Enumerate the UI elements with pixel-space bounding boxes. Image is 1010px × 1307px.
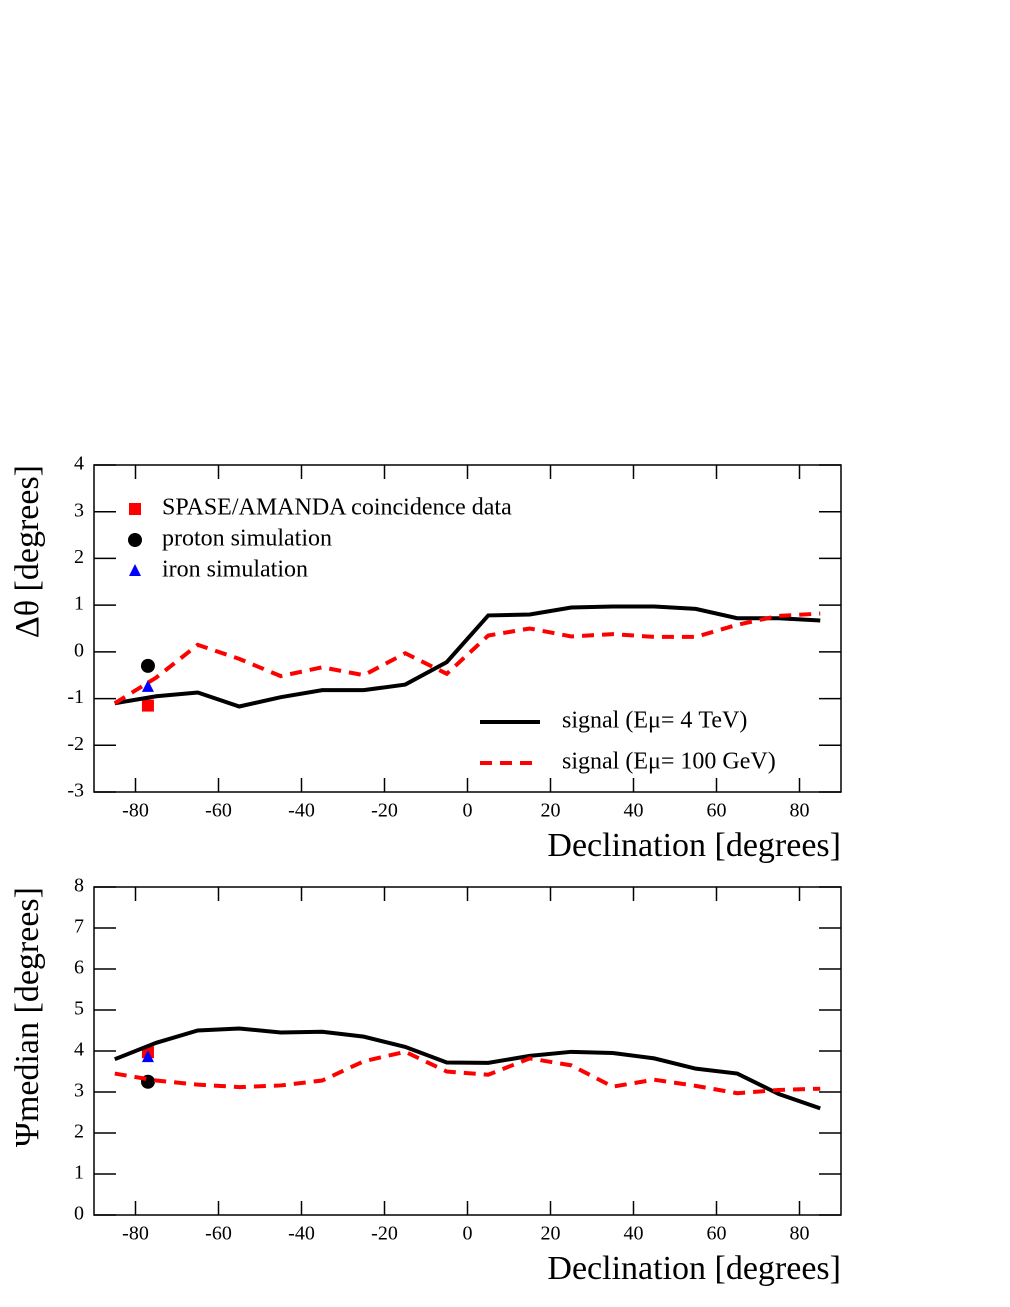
marker-circle xyxy=(128,533,142,547)
legend-label: signal (Eμ= 100 GeV) xyxy=(562,749,776,775)
y-tick-label: 4 xyxy=(74,1039,84,1061)
legend-label: signal (Eμ= 4 TeV) xyxy=(562,708,747,734)
y-tick-label: 1 xyxy=(74,593,84,615)
y-tick-label: 7 xyxy=(74,916,84,938)
x-tick-label: 80 xyxy=(790,1223,810,1245)
x-tick-label: -40 xyxy=(288,800,315,822)
x-tick-label: -20 xyxy=(371,1223,398,1245)
x-tick-label: 40 xyxy=(624,800,644,822)
legend-label: iron simulation xyxy=(162,557,308,583)
y-tick-label: -1 xyxy=(67,686,84,708)
legend-label: proton simulation xyxy=(162,526,332,552)
x-tick-label: -60 xyxy=(205,1223,232,1245)
marker-square xyxy=(141,699,154,712)
y-tick-label: 6 xyxy=(74,957,84,979)
marker-triangle xyxy=(129,564,141,576)
x-tick-label: 80 xyxy=(790,800,810,822)
x-axis-title: Declination [degrees] xyxy=(547,1250,841,1287)
marker-triangle xyxy=(141,1050,154,1063)
x-tick-label: 20 xyxy=(541,800,561,822)
y-tick-label: 2 xyxy=(74,546,84,568)
y-tick-label: 0 xyxy=(74,639,84,661)
marker-square xyxy=(129,503,141,515)
x-tick-label: 60 xyxy=(707,1223,727,1245)
y-tick-label: 4 xyxy=(74,453,84,475)
series-line xyxy=(114,604,821,709)
plot-frame xyxy=(93,464,842,793)
x-tick-label: 40 xyxy=(624,1223,644,1245)
x-tick-label: 0 xyxy=(463,1223,473,1245)
x-tick-label: -40 xyxy=(288,1223,315,1245)
x-tick-label: 20 xyxy=(541,1223,561,1245)
y-axis-title: Δθ [degrees] xyxy=(9,465,46,638)
y-axis-title: Ψmedian [degrees] xyxy=(9,887,46,1147)
x-axis-title: Declination [degrees] xyxy=(547,827,841,864)
x-tick-label: -80 xyxy=(122,800,149,822)
y-tick-label: -3 xyxy=(67,780,84,802)
y-tick-label: -2 xyxy=(67,733,84,755)
x-tick-label: -80 xyxy=(122,1223,149,1245)
y-tick-label: 0 xyxy=(74,1203,84,1225)
marker-circle xyxy=(140,658,155,673)
y-tick-label: 5 xyxy=(74,998,84,1020)
series-line xyxy=(114,1049,821,1096)
y-tick-label: 3 xyxy=(74,499,84,521)
y-tick-label: 3 xyxy=(74,1080,84,1102)
x-tick-label: -20 xyxy=(371,800,398,822)
plot-frame xyxy=(93,886,842,1216)
x-tick-label: 0 xyxy=(463,800,473,822)
y-tick-label: 2 xyxy=(74,1121,84,1143)
y-tick-label: 1 xyxy=(74,1162,84,1184)
series-line xyxy=(113,611,821,705)
x-tick-label: 60 xyxy=(707,800,727,822)
legend-label: SPASE/AMANDA coincidence data xyxy=(162,495,512,521)
y-tick-label: 8 xyxy=(74,875,84,897)
x-tick-label: -60 xyxy=(205,800,232,822)
marker-triangle xyxy=(141,679,154,692)
series-line xyxy=(114,1026,821,1111)
